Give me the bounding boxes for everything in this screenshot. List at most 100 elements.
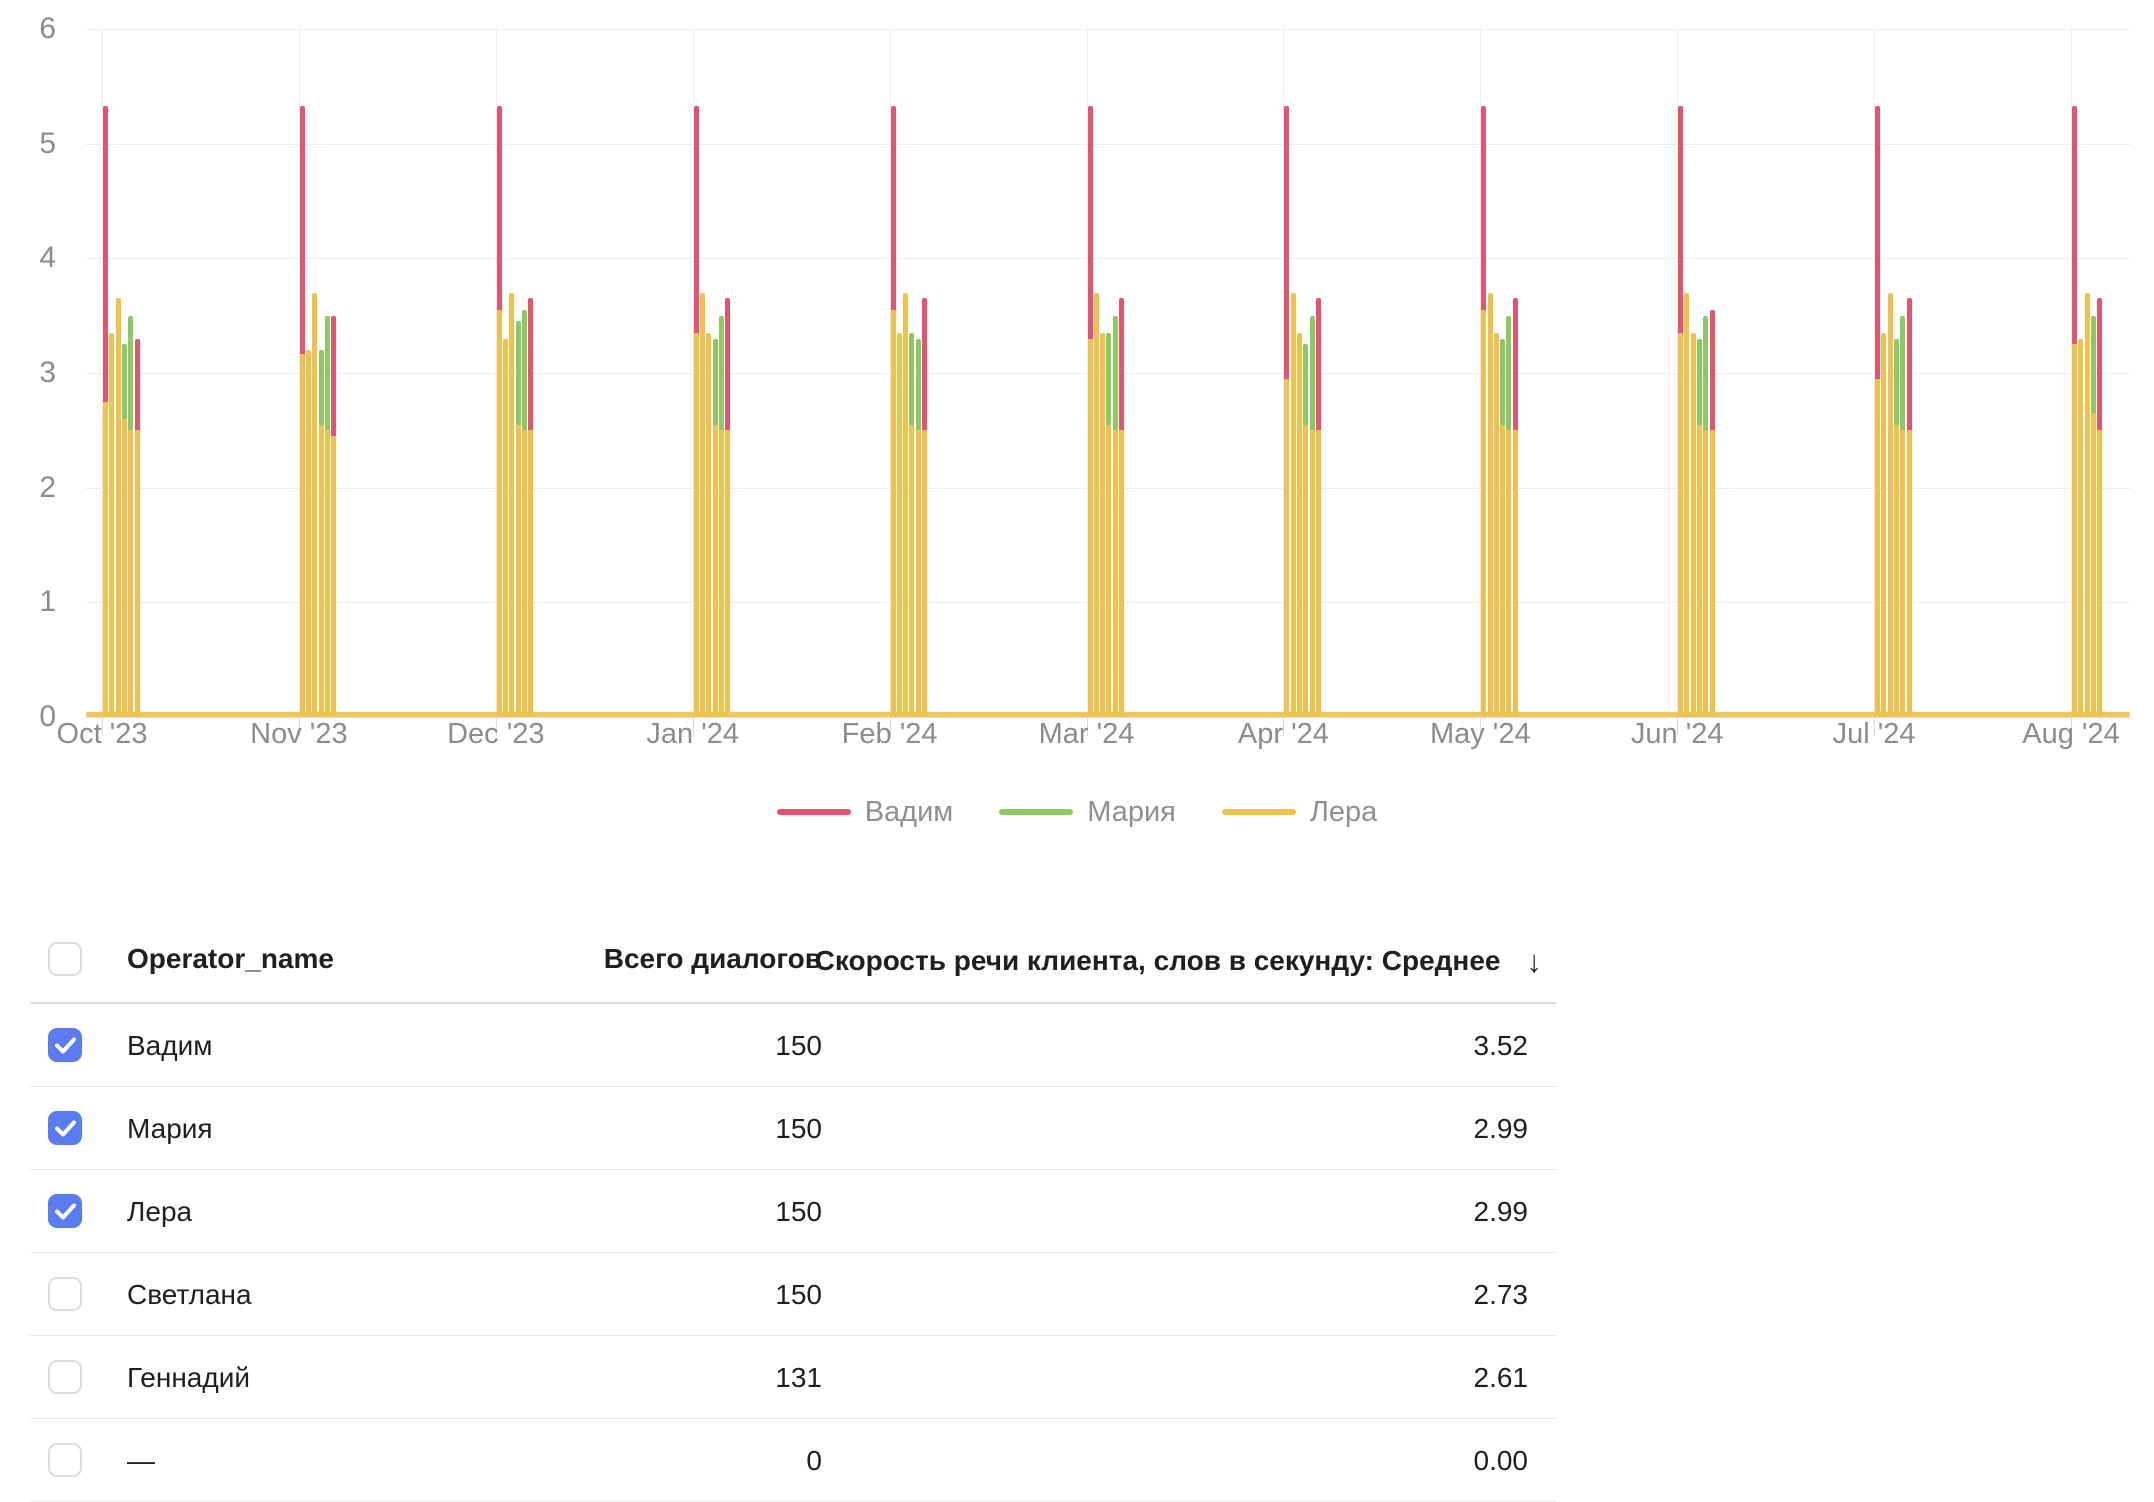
cell-speech-speed-avg: 3.52 xyxy=(1473,1030,1529,1061)
bar-Лера[interactable] xyxy=(1690,332,1696,717)
bar-Лера[interactable] xyxy=(712,424,718,717)
gridline-month xyxy=(102,29,103,717)
bar-Лера[interactable] xyxy=(890,309,896,717)
table-row: — 0 0.00 xyxy=(30,1419,1556,1502)
gridline-y-0 xyxy=(86,717,2130,718)
bar-Лера[interactable] xyxy=(909,424,915,717)
bar-Лера[interactable] xyxy=(1112,430,1118,717)
gridline-y-5 xyxy=(86,143,2130,145)
x-axis-tick xyxy=(2071,717,2072,736)
bar-Лера[interactable] xyxy=(2090,413,2096,717)
row-checkbox[interactable] xyxy=(48,1194,82,1228)
bar-Лера[interactable] xyxy=(725,430,731,717)
column-header-speed-label: Скорость речи клиента, слов в секунду: С… xyxy=(814,945,1501,976)
bar-Лера[interactable] xyxy=(1487,292,1493,717)
legend-item-Лера[interactable]: Лера xyxy=(1221,796,1377,829)
bar-Лера[interactable] xyxy=(699,292,705,717)
bar-Лера[interactable] xyxy=(1881,332,1887,717)
bar-Лера[interactable] xyxy=(325,430,331,717)
column-header-client-speech-speed[interactable]: Скорость речи клиента, слов в секунду: С… xyxy=(528,943,1542,979)
bar-Лера[interactable] xyxy=(1906,430,1912,717)
table-row: Мария 150 2.99 xyxy=(30,1087,1556,1170)
y-axis-label: 0 xyxy=(39,700,56,733)
bar-Лера[interactable] xyxy=(1087,338,1093,717)
bar-Лера[interactable] xyxy=(896,332,902,717)
bar-Лера[interactable] xyxy=(2072,344,2077,717)
bar-Лера[interactable] xyxy=(2097,430,2103,717)
bar-Лера[interactable] xyxy=(318,424,324,717)
gridline-month xyxy=(1086,29,1088,717)
bar-Лера[interactable] xyxy=(1900,430,1906,717)
column-header-total-dialogs[interactable]: Всего диалогов xyxy=(603,943,822,974)
bar-Лера[interactable] xyxy=(496,309,502,717)
bar-Лера[interactable] xyxy=(115,298,121,717)
bar-Лера[interactable] xyxy=(1290,292,1296,717)
row-checkbox[interactable] xyxy=(48,1028,82,1062)
bar-Лера[interactable] xyxy=(312,292,318,717)
bar-Лера[interactable] xyxy=(515,424,521,717)
bar-Лера[interactable] xyxy=(1678,332,1684,717)
bar-Лера[interactable] xyxy=(521,430,527,717)
bar-Лера[interactable] xyxy=(109,332,115,717)
bar-Лера[interactable] xyxy=(915,430,921,717)
cell-total-dialogs: 150 xyxy=(775,1196,822,1227)
bar-Лера[interactable] xyxy=(1500,424,1506,717)
bar-Лера[interactable] xyxy=(922,430,928,717)
bar-Лера[interactable] xyxy=(1093,292,1099,717)
select-all-checkbox[interactable] xyxy=(48,942,82,976)
cell-total-dialogs: 150 xyxy=(775,1113,822,1144)
bar-Лера[interactable] xyxy=(1709,430,1715,717)
legend-label: Мария xyxy=(1087,795,1176,828)
x-axis-label: Aug '24 xyxy=(2022,718,2120,750)
gridline-month xyxy=(495,29,497,717)
column-header-operator-name[interactable]: Operator_name xyxy=(127,943,334,974)
bar-Лера[interactable] xyxy=(1506,430,1512,717)
bar-Лера[interactable] xyxy=(1284,378,1290,717)
bar-Лера[interactable] xyxy=(1303,424,1309,717)
operators-table: Operator_name Всего диалогов Скорость ре… xyxy=(30,916,1556,1502)
bar-Лера[interactable] xyxy=(103,401,108,717)
bar-Лера[interactable] xyxy=(1481,309,1487,717)
legend-item-Вадим[interactable]: Вадим xyxy=(776,795,954,829)
bar-Лера[interactable] xyxy=(128,430,134,717)
bar-Лера[interactable] xyxy=(1875,378,1881,717)
bar-Лера[interactable] xyxy=(2084,292,2090,717)
bar-Лера[interactable] xyxy=(1309,430,1315,717)
bar-Лера[interactable] xyxy=(1512,430,1518,717)
legend-item-Мария[interactable]: Мария xyxy=(999,796,1176,829)
bar-Лера[interactable] xyxy=(134,430,140,717)
bar-Лера[interactable] xyxy=(2078,338,2084,717)
bar-Лера[interactable] xyxy=(903,292,909,717)
bar-Лера[interactable] xyxy=(306,350,312,717)
bar-Лера[interactable] xyxy=(1703,430,1709,717)
bar-Лера[interactable] xyxy=(503,338,509,717)
bar-Лера[interactable] xyxy=(1100,332,1106,717)
legend-swatch xyxy=(776,809,851,815)
bar-Лера[interactable] xyxy=(299,353,305,717)
row-checkbox[interactable] xyxy=(48,1111,82,1145)
bar-Лера[interactable] xyxy=(121,418,127,717)
cell-operator-name: Светлана xyxy=(127,1279,252,1310)
bar-Лера[interactable] xyxy=(1887,292,1893,717)
bar-Лера[interactable] xyxy=(528,430,534,717)
sort-descending-icon[interactable]: ↓ xyxy=(1526,944,1543,979)
bar-Лера[interactable] xyxy=(1697,424,1703,717)
row-checkbox[interactable] xyxy=(48,1443,82,1477)
bar-Лера[interactable] xyxy=(509,292,515,717)
bar-Лера[interactable] xyxy=(718,430,724,717)
bar-Лера[interactable] xyxy=(1893,424,1899,717)
row-checkbox[interactable] xyxy=(48,1277,82,1311)
bar-Лера[interactable] xyxy=(331,436,337,717)
bar-Лера[interactable] xyxy=(1684,292,1690,717)
bar-Лера[interactable] xyxy=(1119,430,1124,717)
bar-Лера[interactable] xyxy=(1315,430,1321,717)
row-checkbox[interactable] xyxy=(48,1360,82,1394)
bar-Лера[interactable] xyxy=(693,332,699,717)
bar-Лера[interactable] xyxy=(706,332,712,717)
gridline-month xyxy=(2071,29,2072,717)
bar-Лера[interactable] xyxy=(1493,332,1499,717)
bar-Лера[interactable] xyxy=(1296,332,1302,717)
bar-Лера[interactable] xyxy=(1106,424,1112,717)
cell-total-dialogs: 131 xyxy=(775,1362,822,1393)
legend-label: Вадим xyxy=(864,795,954,828)
